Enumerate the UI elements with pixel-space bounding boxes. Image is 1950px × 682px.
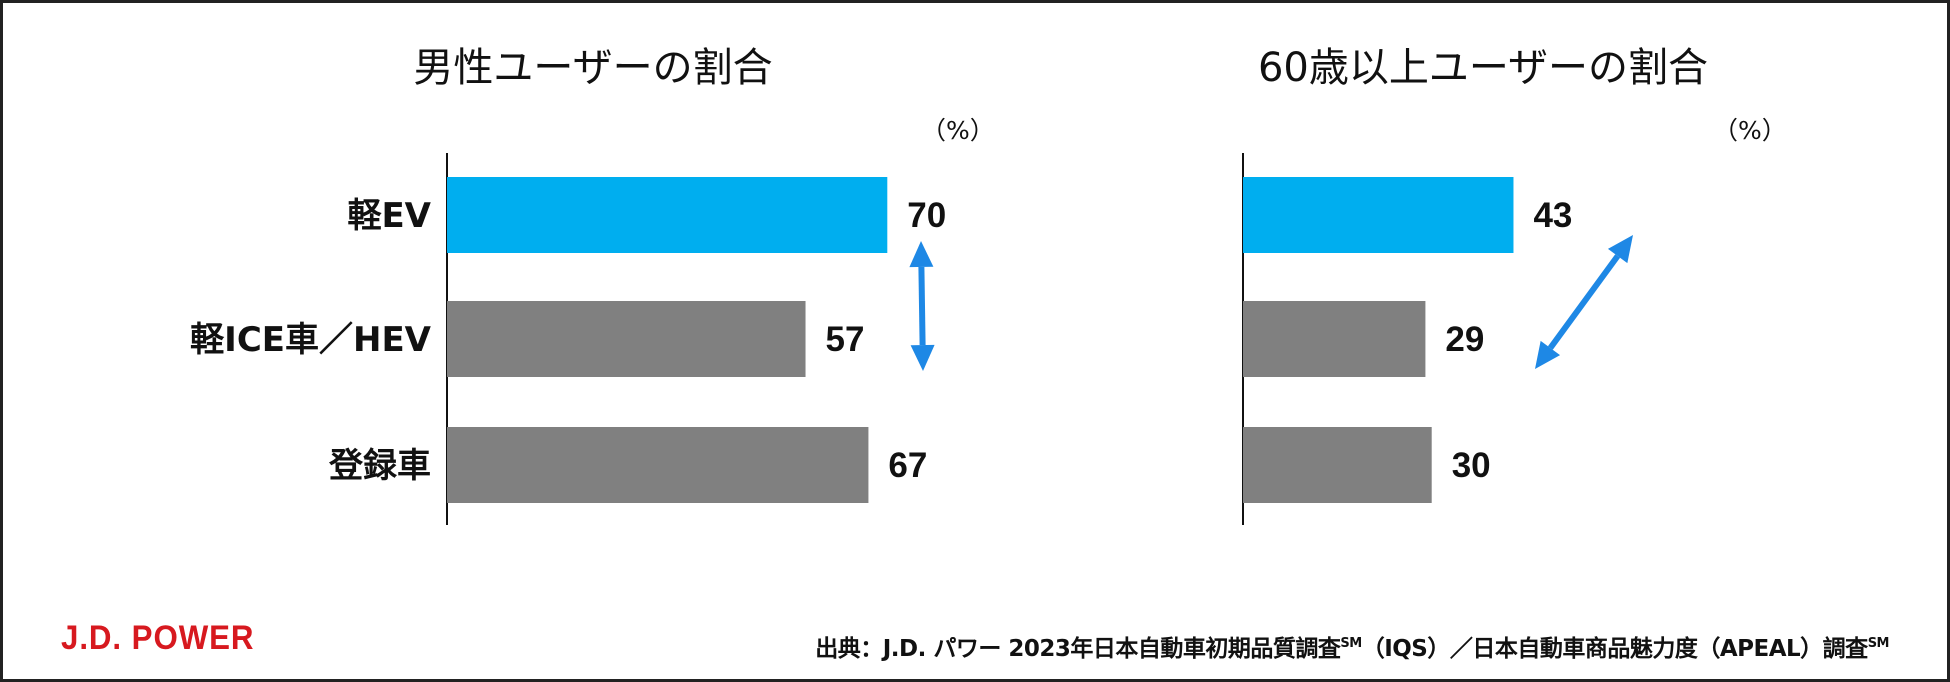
service-mark: SM — [1867, 636, 1890, 651]
bar-3 — [447, 427, 869, 503]
category-label: 軽EV — [347, 196, 431, 236]
chart-panel-60plus-ratio: 60歳以上ユーザーの割合 （%） 43 29 30 — [1242, 45, 1787, 525]
chart-title: 60歳以上ユーザーの割合 — [1258, 45, 1708, 91]
data-label: 70 — [907, 196, 946, 235]
comparison-arrow-shaft — [918, 266, 926, 346]
data-label: 29 — [1445, 320, 1484, 359]
source-mid: （IQS）／日本自動車商品魅力度（APEAL）調査 — [1361, 636, 1869, 662]
bar-2 — [447, 301, 806, 377]
source-main: 出典：J.D. パワー 2023年日本自動車初期品質調査 — [815, 636, 1341, 662]
unit-label: （%） — [921, 116, 995, 145]
bar-1 — [1243, 177, 1514, 253]
chart-panel-male-ratio: 男性ユーザーの割合 （%） 軽EV 軽ICE車／HEV 登録車 70 57 67 — [190, 45, 995, 525]
arrowhead-icon — [1535, 340, 1561, 369]
arrowhead-icon — [909, 241, 934, 268]
charts-canvas: 男性ユーザーの割合 （%） 軽EV 軽ICE車／HEV 登録車 70 57 67 60歳… — [190, 45, 1787, 525]
data-label: 30 — [1452, 446, 1491, 485]
chart-title: 男性ユーザーの割合 — [413, 45, 772, 91]
category-label: 軽ICE車／HEV — [190, 320, 432, 360]
category-label: 登録車 — [328, 446, 431, 486]
source-note: 出典：J.D. パワー 2023年日本自動車初期品質調査SM（IQS）／日本自動… — [815, 629, 1889, 663]
bar-1 — [447, 177, 888, 253]
bar-2 — [1243, 301, 1426, 377]
arrowhead-icon — [1607, 235, 1633, 264]
service-mark: SM — [1340, 636, 1362, 651]
arrowhead-icon — [910, 344, 935, 371]
data-label: 43 — [1533, 196, 1572, 235]
comparison-arrow-shaft — [1547, 254, 1621, 350]
unit-label: （%） — [1713, 116, 1787, 145]
data-label: 57 — [826, 320, 865, 359]
data-label: 67 — [888, 446, 927, 485]
bar-3 — [1243, 427, 1432, 503]
jd-power-logo: J.D. POWER — [61, 619, 255, 657]
